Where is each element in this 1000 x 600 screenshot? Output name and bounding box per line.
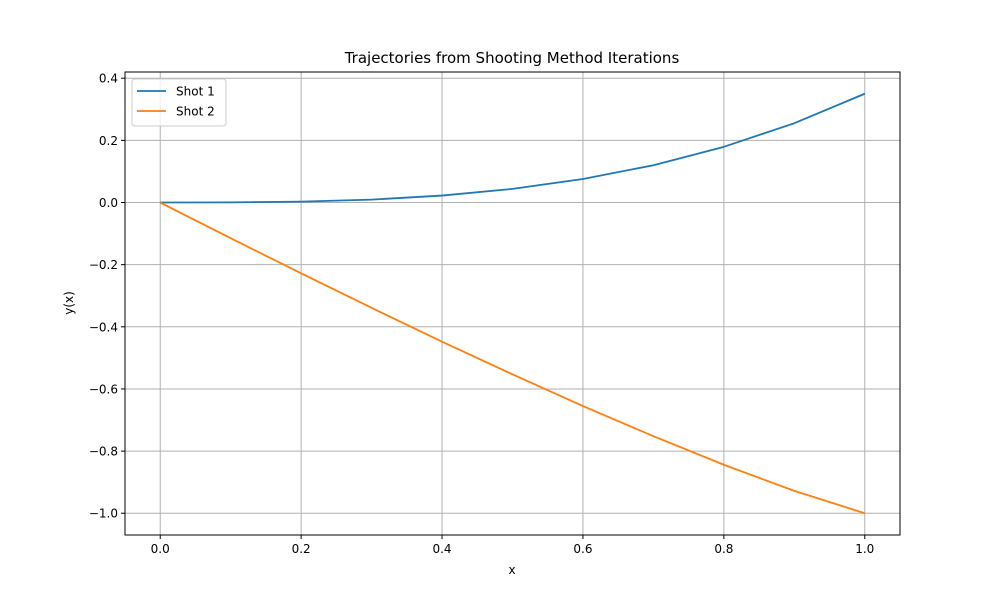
- y-tick-label: 0.4: [99, 72, 118, 86]
- x-tick-label: 0.0: [151, 542, 170, 556]
- legend-label-shot-2: Shot 2: [176, 105, 215, 119]
- plot-lines: [159, 92, 866, 515]
- series-line-shot-1: [160, 92, 866, 204]
- series-line-shot-2: [159, 201, 866, 515]
- y-axis-label: y(x): [62, 291, 76, 315]
- x-tick-label: 0.4: [432, 542, 451, 556]
- y-tick-label: −0.4: [89, 320, 118, 334]
- x-tick-label: 0.2: [292, 542, 311, 556]
- legend: Shot 1 Shot 2: [131, 78, 227, 127]
- y-tick-label: −0.8: [89, 445, 118, 459]
- plot-area-frame: [124, 71, 901, 536]
- y-tick-label: −0.2: [89, 258, 118, 272]
- x-tick-label: 0.6: [573, 542, 592, 556]
- x-tick-label: 0.8: [714, 542, 733, 556]
- y-tick-label: −1.0: [89, 507, 118, 521]
- y-tick-label: −0.6: [89, 382, 118, 396]
- chart-title: Trajectories from Shooting Method Iterat…: [344, 49, 680, 67]
- y-tick-label: 0.0: [99, 196, 118, 210]
- legend-label-shot-1: Shot 1: [176, 85, 215, 99]
- x-axis-label: x: [508, 563, 515, 577]
- y-tick-label: 0.2: [99, 134, 118, 148]
- axis-ticks: 0.0 0.2 0.4 0.6 0.8 1.0 0.4 0.2 0.0 −0.2 −0.4 −0.6 −…: [89, 72, 874, 556]
- x-tick-label: 1.0: [855, 542, 874, 556]
